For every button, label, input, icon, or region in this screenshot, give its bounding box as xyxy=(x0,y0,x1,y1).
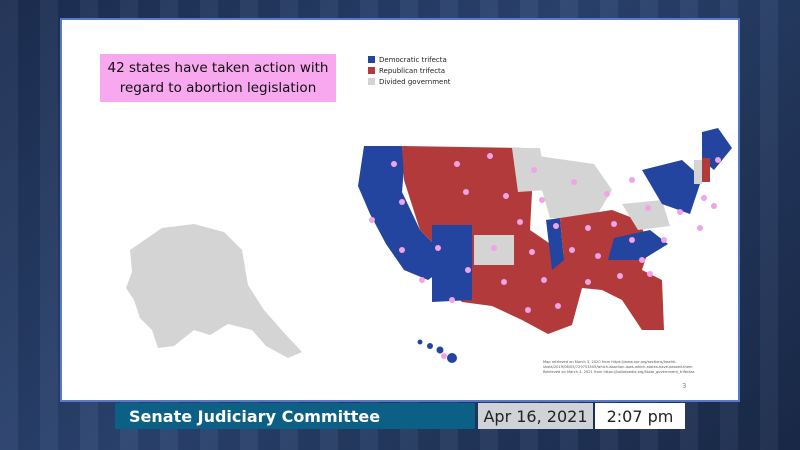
broadcast-time: 2:07 pm xyxy=(595,403,685,429)
legend-swatch xyxy=(368,56,375,63)
virginia-shape xyxy=(608,230,668,260)
vermont-shape xyxy=(694,160,702,184)
headline-line-1: 42 states have taken action with xyxy=(107,60,329,76)
colorado-newmexico-region xyxy=(432,225,472,302)
legend-label: Divided government xyxy=(379,77,451,86)
west-coast-region xyxy=(358,146,442,280)
source-line-2: Retrieved on March 3, 2021 from https://… xyxy=(543,370,695,374)
headline-line-2: regard to abortion legislation xyxy=(119,80,317,96)
slide-page-number: 3 xyxy=(682,382,687,390)
legend-label: Democratic trifecta xyxy=(379,55,447,64)
illinois-shape xyxy=(546,218,564,270)
legend-label: Republican trifecta xyxy=(379,66,446,75)
source-line-1: Map retrieved on March 3, 2020 from http… xyxy=(543,360,693,369)
hawaii-shape xyxy=(417,339,457,363)
legend-item-republican: Republican trifecta xyxy=(368,65,451,76)
presentation-slide: 42 states have taken action with regard … xyxy=(60,18,740,402)
broadcast-chyron: Senate Judiciary Committee Apr 16, 2021 … xyxy=(115,403,685,429)
legend-item-divided: Divided government xyxy=(368,76,451,87)
slide-headline: 42 states have taken action with regard … xyxy=(100,54,336,102)
legend-swatch xyxy=(368,78,375,85)
us-states-map xyxy=(126,128,732,363)
committee-name: Senate Judiciary Committee xyxy=(115,403,475,429)
new-hampshire-shape xyxy=(702,158,710,182)
legend-item-democratic: Democratic trifecta xyxy=(368,54,451,65)
action-markers xyxy=(369,153,721,359)
new-york-region xyxy=(642,160,702,214)
map-source-citation: Map retrieved on March 3, 2020 from http… xyxy=(543,360,723,375)
alaska-shape xyxy=(126,224,302,358)
broadcast-date: Apr 16, 2021 xyxy=(478,403,593,429)
pennsylvania-region xyxy=(622,200,670,230)
legend-swatch xyxy=(368,67,375,74)
midwest-divided-region xyxy=(538,156,612,220)
minnesota-shape xyxy=(512,148,547,192)
map-legend: Democratic trifecta Republican trifecta … xyxy=(368,54,451,87)
